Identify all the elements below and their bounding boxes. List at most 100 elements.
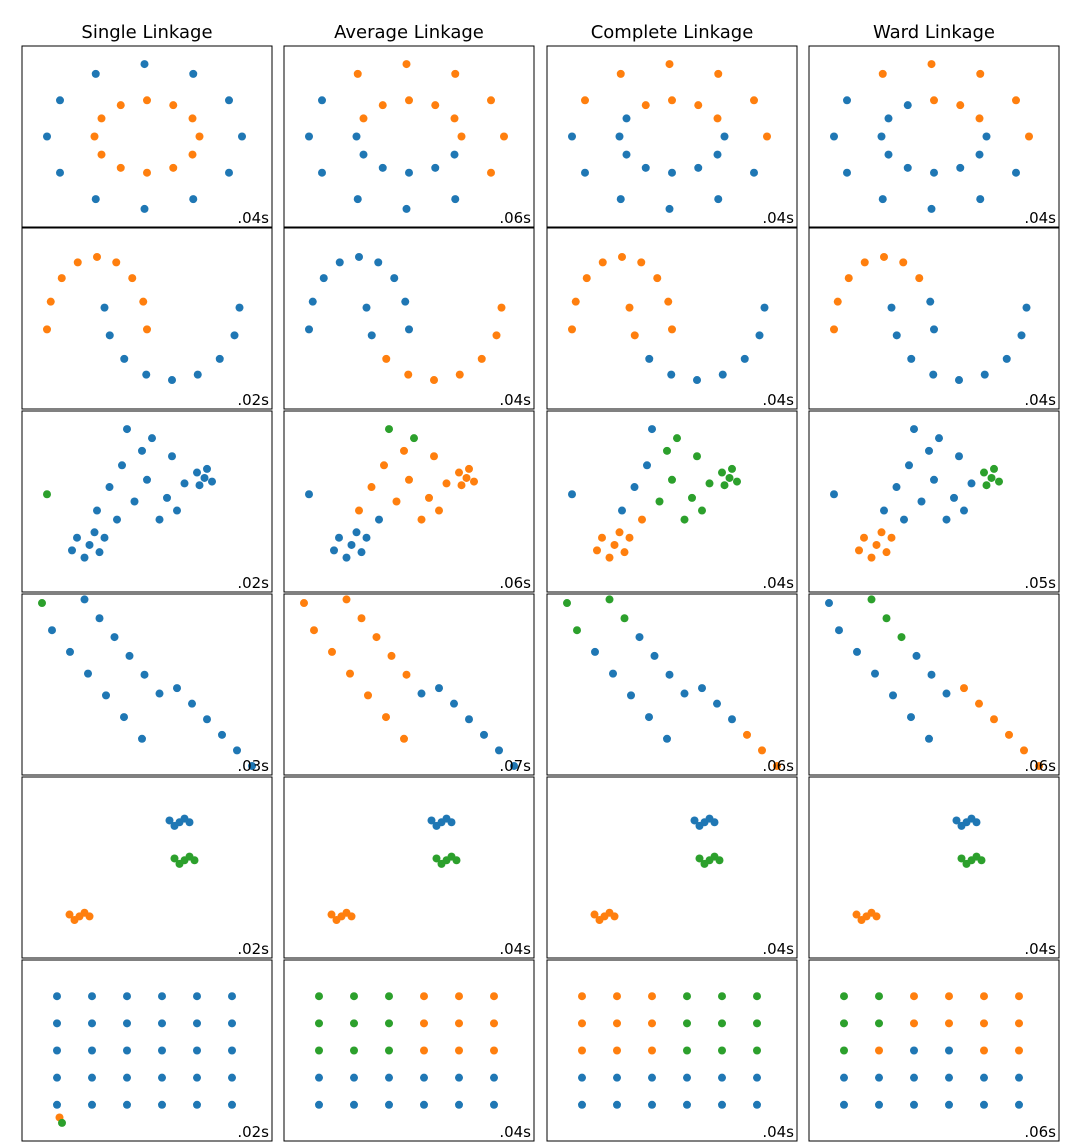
point [195, 132, 204, 141]
point [892, 331, 901, 340]
point [88, 1100, 96, 1109]
point [1035, 761, 1043, 770]
point [305, 325, 313, 334]
point [350, 1019, 358, 1028]
point [980, 1046, 988, 1055]
timing-label: .04s [762, 209, 794, 227]
point [57, 274, 66, 283]
timing-label: .04s [762, 574, 794, 592]
point [728, 464, 736, 473]
point [665, 60, 674, 69]
timing-label: .06s [762, 757, 794, 775]
point [420, 992, 428, 1001]
point [872, 540, 881, 549]
point [668, 168, 676, 177]
point [1017, 331, 1026, 340]
point [477, 354, 486, 363]
point [238, 132, 246, 141]
point [665, 204, 674, 213]
point [590, 910, 599, 919]
point [927, 204, 936, 213]
point [359, 150, 368, 159]
point [641, 101, 650, 110]
point [641, 163, 650, 172]
point [1012, 168, 1020, 177]
point [180, 814, 189, 823]
point [980, 370, 989, 379]
point [690, 816, 699, 825]
point [97, 114, 106, 123]
point [318, 96, 326, 105]
point [1002, 354, 1011, 363]
point [492, 331, 501, 340]
point [615, 528, 624, 537]
point [593, 546, 601, 555]
point [188, 114, 197, 123]
point [975, 114, 984, 123]
point [618, 506, 626, 515]
point [315, 992, 323, 1001]
point [372, 633, 381, 642]
point [431, 163, 440, 172]
point [613, 1100, 621, 1109]
point [495, 746, 503, 755]
point [875, 1073, 883, 1082]
point [620, 614, 629, 623]
point [225, 168, 233, 177]
point [95, 614, 104, 623]
point [680, 515, 689, 524]
point [510, 761, 518, 770]
point [622, 150, 631, 159]
point [960, 684, 968, 693]
panel [283, 776, 535, 959]
point [430, 452, 438, 461]
point [142, 370, 151, 379]
timing-label: .04s [1024, 940, 1056, 958]
panel [546, 776, 798, 959]
point [435, 684, 443, 693]
point [168, 376, 176, 385]
point [169, 163, 178, 172]
point [571, 297, 580, 306]
point [378, 163, 387, 172]
point [926, 297, 935, 306]
subplot: .07s [283, 593, 535, 776]
timing-label: .04s [762, 1123, 794, 1141]
point [573, 626, 581, 635]
point [88, 1019, 96, 1028]
point [342, 595, 351, 604]
panel [808, 410, 1060, 593]
point [342, 908, 351, 917]
point [457, 132, 466, 141]
point [189, 195, 198, 204]
point [455, 1046, 463, 1055]
panel [283, 45, 535, 228]
point [972, 852, 981, 861]
point [315, 1073, 323, 1082]
point [935, 434, 943, 443]
point [915, 274, 924, 283]
timing-label: .02s [237, 391, 269, 409]
point [930, 475, 938, 484]
point [976, 69, 985, 78]
point [653, 274, 662, 283]
point [581, 168, 589, 177]
point [359, 114, 368, 123]
subplot-title: Complete Linkage [591, 22, 754, 43]
point [353, 195, 362, 204]
point [773, 761, 781, 770]
point [310, 626, 318, 635]
point [835, 626, 843, 635]
point [193, 1100, 201, 1109]
timing-label: .02s [237, 574, 269, 592]
point [625, 533, 634, 542]
point [927, 670, 936, 679]
point [903, 163, 912, 172]
point [68, 546, 76, 555]
point [718, 1046, 726, 1055]
point [148, 434, 156, 443]
point [353, 69, 362, 78]
point [128, 274, 137, 283]
point [447, 852, 456, 861]
subplot: Average Linkage .06s [283, 22, 535, 228]
